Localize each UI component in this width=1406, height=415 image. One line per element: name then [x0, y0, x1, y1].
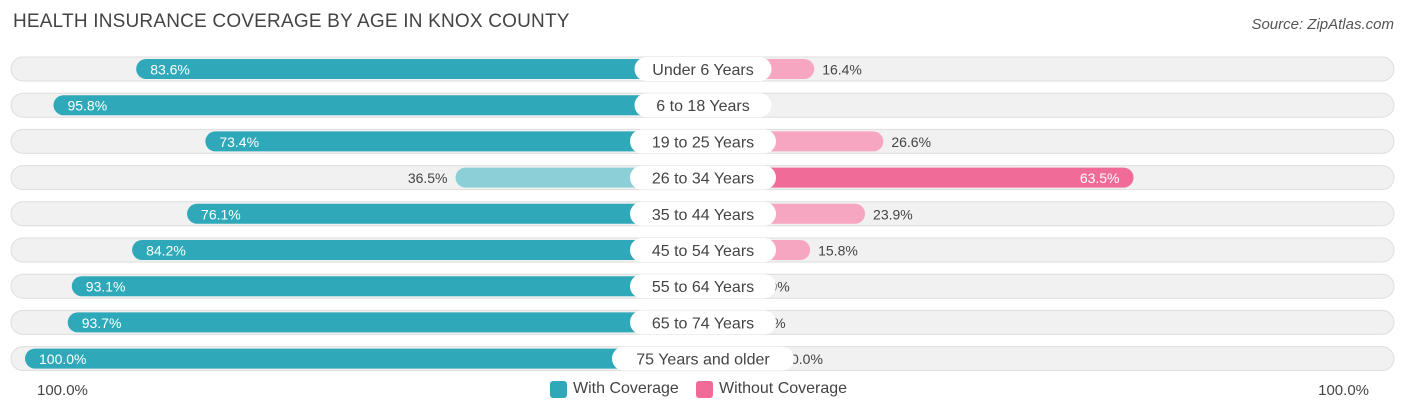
row-5-without-coverage-label: 23.9% [873, 206, 913, 222]
legend: With Coverage Without Coverage [0, 380, 1406, 402]
row-9-with-coverage-bar [25, 348, 703, 369]
row-4-without-coverage-bar [703, 167, 1134, 188]
legend-label-with-coverage: With Coverage [573, 380, 679, 397]
row-1-category-pill [634, 57, 772, 81]
row-2-category-label: 6 to 18 Years [656, 98, 749, 115]
row-1-without-coverage-label: 16.4% [822, 62, 862, 78]
row-6-without-coverage-label: 15.8% [818, 243, 858, 259]
row-6-category-label: 45 to 54 Years [652, 243, 754, 260]
row-9-without-coverage-label: 0.0% [791, 351, 823, 367]
row-1-with-coverage-label: 83.6% [150, 62, 190, 78]
row-8-with-coverage-bar [67, 312, 704, 333]
row-1-with-coverage-bar [136, 59, 703, 79]
row-7-category-pill [630, 274, 776, 299]
legend-without-coverage[interactable]: Without Coverage [696, 380, 847, 398]
row-5-with-coverage-bar [187, 203, 704, 224]
row-3-with-coverage-label: 73.4% [219, 134, 259, 150]
row-6-with-coverage-bar [132, 240, 703, 260]
row-7-with-coverage-bar [71, 276, 704, 297]
row-3-without-coverage-label: 26.6% [891, 134, 931, 150]
row-9-with-coverage-label: 100.0% [39, 351, 86, 367]
row-2-with-coverage-bar [53, 95, 703, 116]
legend-swatch-with-coverage [550, 380, 567, 398]
row-7-with-coverage-label: 93.1% [86, 279, 126, 295]
row-8-with-coverage-label: 93.7% [82, 315, 122, 331]
row-9-category-label: 75 Years and older [636, 352, 770, 369]
row-3-category-label: 19 to 25 Years [652, 134, 754, 151]
row-6-with-coverage-label: 84.2% [146, 243, 186, 259]
row-2-with-coverage-label: 95.8% [67, 98, 107, 114]
row-2-category-pill [634, 93, 772, 118]
axis-right-label: 100.0% [1318, 382, 1369, 399]
row-7-category-label: 55 to 64 Years [652, 279, 754, 296]
row-4-category-pill [630, 165, 776, 190]
legend-swatch-without-coverage [696, 380, 713, 398]
row-5-category-label: 35 to 44 Years [652, 207, 754, 224]
row-1-category-label: Under 6 Years [652, 62, 753, 79]
axis-left-label: 100.0% [37, 382, 88, 399]
row-5-category-pill [630, 201, 776, 226]
row-8-category-label: 65 to 74 Years [652, 315, 754, 332]
row-5-with-coverage-label: 76.1% [201, 206, 241, 222]
row-4-category-label: 26 to 34 Years [652, 171, 754, 188]
legend-with-coverage[interactable]: With Coverage [550, 380, 679, 398]
row-8-category-pill [630, 310, 776, 335]
row-6-category-pill [630, 238, 776, 262]
row-3-category-pill [630, 129, 776, 154]
legend-label-without-coverage: Without Coverage [719, 380, 848, 397]
chart-source: Source: ZipAtlas.com [1251, 16, 1394, 33]
row-4-with-coverage-label: 36.5% [408, 170, 448, 186]
chart-title: HEALTH INSURANCE COVERAGE BY AGE IN KNOX… [13, 11, 570, 32]
row-4-without-coverage-label: 63.5% [1080, 170, 1120, 186]
row-3-with-coverage-bar [205, 131, 703, 152]
row-9-category-pill [612, 346, 794, 371]
